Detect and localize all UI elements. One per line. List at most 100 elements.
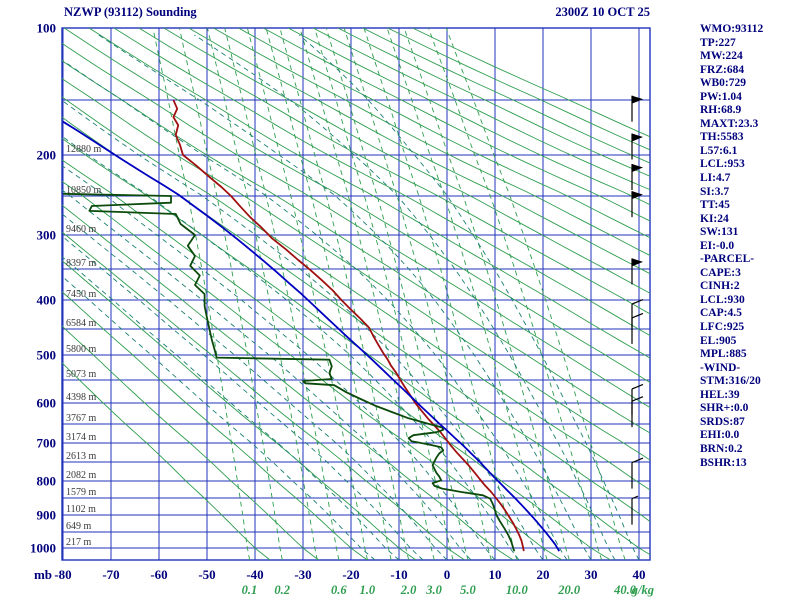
temp-tick-label: -20 bbox=[342, 567, 359, 582]
height-label: 6584 m bbox=[66, 318, 97, 329]
temp-tick-label: -60 bbox=[150, 567, 167, 582]
temperature-trace bbox=[172, 99, 525, 552]
moist-adiabats bbox=[62, 34, 640, 560]
index-line: LI:4.7 bbox=[700, 172, 731, 185]
chart-datetime: 2300Z 10 OCT 25 bbox=[555, 5, 650, 19]
index-line: BSHR:13 bbox=[700, 456, 747, 469]
height-label: 3174 m bbox=[66, 432, 97, 443]
temp-tick-label: -40 bbox=[246, 567, 263, 582]
index-line: PW:1.04 bbox=[700, 90, 742, 103]
temp-tick-label: 40 bbox=[633, 567, 646, 582]
index-line: SHR+:0.0 bbox=[700, 402, 749, 415]
index-line: MPL:885 bbox=[700, 348, 747, 361]
pressure-tick-label: 800 bbox=[37, 474, 57, 489]
wind-barb bbox=[631, 95, 643, 122]
pressure-tick-label: 1000 bbox=[30, 541, 56, 556]
temp-tick-label: -30 bbox=[294, 567, 311, 582]
mixing-tick-label: 0.1 bbox=[242, 583, 258, 597]
height-label: 1102 m bbox=[66, 504, 96, 515]
index-line: CAPE:3 bbox=[700, 266, 741, 279]
height-label: 4398 m bbox=[66, 392, 97, 403]
temp-tick-label: -70 bbox=[102, 567, 119, 582]
height-label: 5800 m bbox=[66, 344, 97, 355]
index-line: -PARCEL- bbox=[700, 253, 755, 266]
temp-tick-label: 10 bbox=[489, 567, 502, 582]
temp-tick-label: -10 bbox=[390, 567, 407, 582]
temp-tick-label: -50 bbox=[198, 567, 215, 582]
wind-barb bbox=[631, 457, 644, 489]
dry-adiabats bbox=[62, 28, 650, 560]
height-label: 217 m bbox=[66, 537, 92, 548]
wind-barb bbox=[631, 396, 644, 428]
height-label: 2082 m bbox=[66, 470, 97, 481]
parcel-trace bbox=[62, 120, 561, 552]
index-line: FRZ:684 bbox=[700, 63, 745, 76]
wind-barb bbox=[631, 258, 643, 285]
index-line: SRDS:87 bbox=[700, 415, 745, 428]
index-line: EHI:0.0 bbox=[700, 429, 740, 442]
wind-barbs bbox=[631, 95, 644, 525]
index-line: SW:131 bbox=[700, 226, 739, 239]
height-label: 8397 m bbox=[66, 258, 97, 269]
pressure-tick-label: 700 bbox=[37, 436, 57, 451]
index-line: STM:316/20 bbox=[700, 375, 761, 388]
height-label: 5073 m bbox=[66, 369, 97, 380]
mixing-tick-label: 5.0 bbox=[460, 583, 476, 597]
mixing-unit-label: g/kg bbox=[631, 583, 654, 597]
wind-barb bbox=[631, 191, 643, 218]
index-line: KI:24 bbox=[700, 212, 729, 225]
index-line: TH:5583 bbox=[700, 131, 744, 144]
height-label: 649 m bbox=[66, 521, 92, 532]
mixing-tick-label: 0.6 bbox=[331, 583, 347, 597]
height-label: 7450 m bbox=[66, 289, 97, 300]
pressure-tick-label: 100 bbox=[37, 21, 57, 36]
dewpoint-trace bbox=[62, 192, 516, 552]
height-label: 9460 m bbox=[66, 224, 97, 235]
index-line: MW:224 bbox=[700, 50, 743, 63]
pressure-tick-label: 900 bbox=[37, 508, 57, 523]
wind-barb bbox=[631, 164, 643, 191]
index-line: CINH:2 bbox=[700, 280, 740, 293]
index-line: SI:3.7 bbox=[700, 185, 730, 198]
index-line: L57:6.1 bbox=[700, 144, 738, 157]
mixing-tick-label: 10.0 bbox=[506, 583, 529, 597]
mixing-tick-label: 20.0 bbox=[557, 583, 581, 597]
temp-tick-label: 30 bbox=[585, 567, 598, 582]
height-label: 3767 m bbox=[66, 413, 97, 424]
mixing-tick-label: 40.0 bbox=[613, 583, 637, 597]
index-line: HEL:39 bbox=[700, 388, 740, 401]
indices-panel: WMO:93112 TP:227 MW:224 FRZ:684 WB0:729 PW:1.… bbox=[700, 23, 763, 470]
index-line: EI:-0.0 bbox=[700, 239, 735, 252]
temp-tick-label: 0 bbox=[444, 567, 451, 582]
mixing-tick-label: 3.0 bbox=[425, 583, 442, 597]
height-label: 1579 m bbox=[66, 487, 97, 498]
height-label: 2613 m bbox=[66, 451, 97, 462]
index-line: LCL:930 bbox=[700, 293, 745, 306]
index-line: TP:227 bbox=[700, 36, 736, 49]
index-line: LFC:925 bbox=[700, 321, 745, 334]
temp-tick-label: 20 bbox=[537, 567, 550, 582]
index-line: CAP:4.5 bbox=[700, 307, 742, 320]
pressure-unit-label: mb bbox=[34, 567, 52, 582]
index-line: RH:68.9 bbox=[700, 104, 742, 117]
height-label: 12880 m bbox=[66, 144, 102, 155]
mixing-tick-label: 0.2 bbox=[274, 583, 290, 597]
index-line: TT:45 bbox=[700, 199, 730, 212]
pressure-tick-label: 400 bbox=[37, 293, 57, 308]
sounding-traces bbox=[62, 99, 561, 552]
wind-barb bbox=[631, 312, 644, 344]
grid bbox=[61, 27, 651, 561]
pressure-tick-label: 300 bbox=[37, 228, 57, 243]
chart-title: NZWP (93112) Sounding bbox=[64, 5, 197, 19]
index-line: -WIND- bbox=[700, 361, 741, 374]
index-line: LCL:953 bbox=[700, 158, 745, 171]
mixing-tick-label: 2.0 bbox=[400, 583, 417, 597]
index-line: WB0:729 bbox=[700, 77, 746, 90]
index-line: EL:905 bbox=[700, 334, 737, 347]
temp-tick-label: -80 bbox=[54, 567, 71, 582]
mixing-tick-label: 1.0 bbox=[359, 583, 375, 597]
index-line: WMO:93112 bbox=[700, 23, 764, 35]
